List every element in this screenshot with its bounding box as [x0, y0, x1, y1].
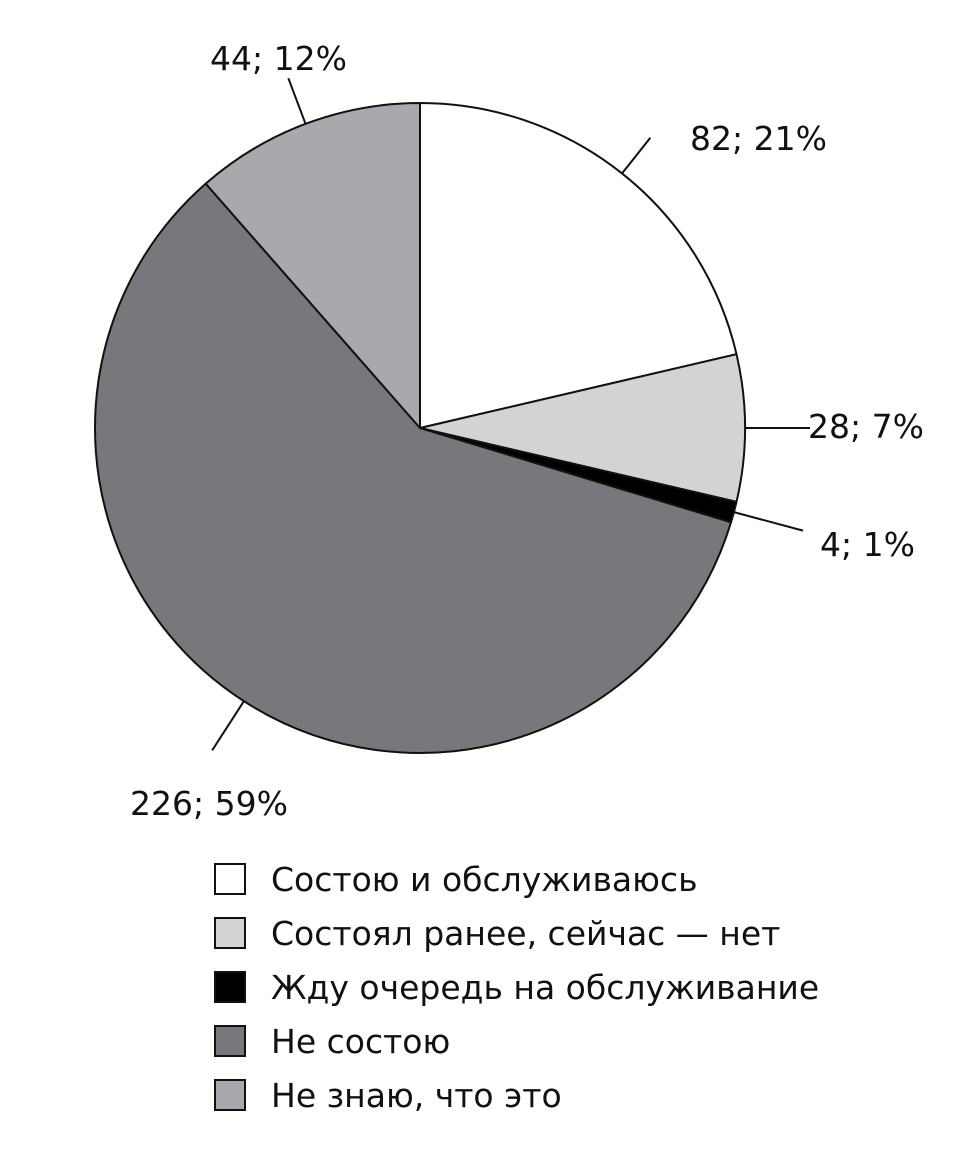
- legend-swatch-4: [214, 1025, 246, 1057]
- pie-data-labels: 82; 21% 28; 7% 4; 1% 226; 59% 44; 12%: [130, 39, 924, 823]
- legend-label-4: Не состою: [271, 1022, 450, 1061]
- pie-slice-4: [94, 182, 733, 754]
- data-label-2: 28; 7%: [808, 407, 924, 446]
- legend-swatch-3: [214, 971, 246, 1003]
- leader-line-3: [733, 511, 804, 532]
- legend-label-2: Состоял ранее, сейчас — нет: [271, 914, 780, 953]
- legend-label-5: Не знаю, что это: [271, 1076, 562, 1115]
- legend-swatch-2: [214, 917, 246, 949]
- legend-swatch-1: [214, 863, 246, 895]
- pie-slice-5: [204, 102, 421, 429]
- data-label-5: 44; 12%: [210, 39, 347, 78]
- legend-label-3: Жду очередь на обслуживание: [271, 968, 819, 1007]
- leader-line-5: [287, 77, 307, 125]
- legend: Состою и обслуживаюсь Состоял ранее, сейч…: [214, 860, 819, 1115]
- leader-line-1: [621, 137, 652, 175]
- pie-leader-lines: [211, 77, 810, 751]
- leader-line-4: [211, 700, 245, 751]
- data-label-1: 82; 21%: [690, 119, 827, 158]
- data-label-4: 226; 59%: [130, 784, 288, 823]
- pie-slices: [94, 102, 746, 754]
- data-label-3: 4; 1%: [820, 525, 915, 564]
- legend-label-1: Состою и обслуживаюсь: [271, 860, 698, 899]
- legend-swatch-5: [214, 1079, 246, 1111]
